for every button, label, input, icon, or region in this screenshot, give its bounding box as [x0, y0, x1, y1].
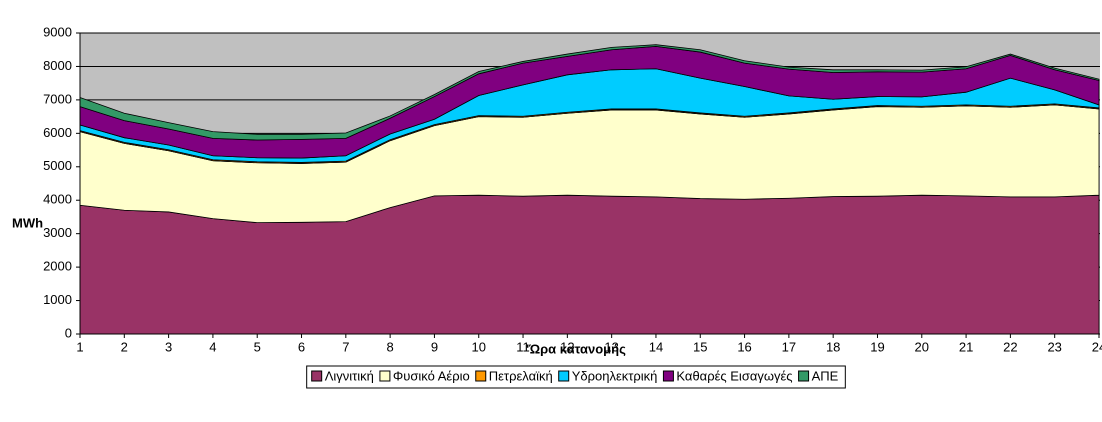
- x-tick-label: 12: [560, 339, 574, 354]
- x-axis-label: 'Ώρα κατανομής: [526, 341, 626, 356]
- x-tick-label: 11: [516, 339, 530, 354]
- x-tick-label: 24: [1092, 339, 1102, 354]
- x-tick-label: 3: [165, 339, 172, 354]
- x-tick-label: 19: [870, 339, 884, 354]
- legend-label: Υδροηλεκτρική: [572, 368, 658, 383]
- y-tick-label: 0: [65, 325, 72, 340]
- y-tick-label: 5000: [43, 158, 72, 173]
- x-tick-label: 10: [472, 339, 486, 354]
- legend-swatch: [311, 370, 323, 382]
- y-tick-label: 1000: [43, 292, 72, 307]
- legend-label: ΑΠΕ: [812, 368, 839, 383]
- x-tick-label: 5: [254, 339, 261, 354]
- legend-label: Φυσικό Αέριο: [393, 368, 470, 383]
- x-tick-label: 23: [1047, 339, 1061, 354]
- y-tick-label: 7000: [43, 91, 72, 106]
- x-tick-label: 21: [959, 339, 973, 354]
- x-tick-label: 4: [209, 339, 216, 354]
- x-tick-label: 15: [693, 339, 707, 354]
- y-tick-label: 9000: [43, 24, 72, 39]
- x-tick-label: 13: [604, 339, 618, 354]
- legend-box: [306, 365, 846, 389]
- legend-swatch: [662, 370, 674, 382]
- legend-swatch: [558, 370, 570, 382]
- legend-swatch: [379, 370, 391, 382]
- x-tick-label: 16: [737, 339, 751, 354]
- y-tick-label: 6000: [43, 125, 72, 140]
- x-tick-label: 17: [782, 339, 796, 354]
- area: [79, 44, 1100, 141]
- legend: Λιγνιτική Φυσικό Αέριο Πετρελαϊκή Υδροηλεκτ…: [306, 365, 846, 389]
- legend-swatch: [798, 370, 810, 382]
- y-axis-label: MWh: [12, 215, 43, 230]
- x-tick-label: 18: [826, 339, 840, 354]
- legend-label: Καθαρές Εισαγωγές: [676, 368, 792, 383]
- x-tick-label: 22: [1003, 339, 1017, 354]
- x-tick-label: 6: [298, 339, 305, 354]
- legend-swatch: [475, 370, 487, 382]
- legend-label: Λιγνιτική: [325, 368, 374, 383]
- y-tick-label: 3000: [43, 225, 72, 240]
- x-tick-label: 20: [915, 339, 929, 354]
- x-tick-label: 2: [121, 339, 128, 354]
- x-tick-label: 1: [76, 339, 83, 354]
- y-tick-label: 2000: [43, 259, 72, 274]
- x-tick-label: 7: [342, 339, 349, 354]
- legend-label: Πετρελαϊκή: [489, 368, 553, 383]
- y-tick-label: 8000: [43, 58, 72, 73]
- x-tick-label: 8: [387, 339, 394, 354]
- x-tick-label: 9: [431, 339, 438, 354]
- y-tick-label: 4000: [43, 192, 72, 207]
- x-tick-label: 14: [649, 339, 663, 354]
